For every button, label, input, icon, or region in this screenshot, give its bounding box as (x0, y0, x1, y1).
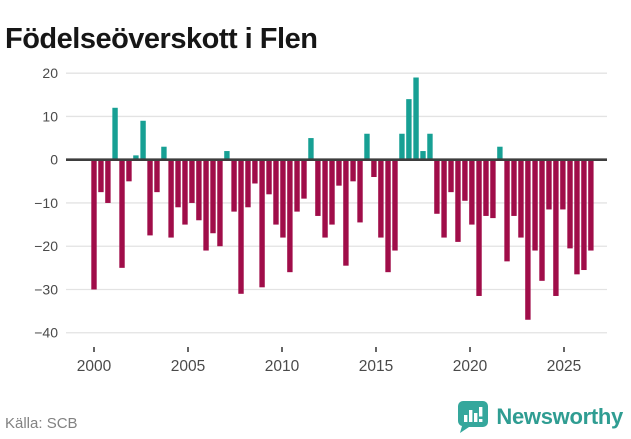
bar (350, 159, 356, 182)
bar (560, 159, 566, 210)
source-label: Källa: SCB (5, 415, 78, 432)
page-title: Födelseöverskott i Flen (5, 23, 318, 56)
x-axis-tick-label: 2005 (171, 358, 205, 375)
bar (210, 159, 216, 234)
bar (231, 159, 237, 212)
bar (203, 159, 209, 251)
bar (147, 159, 153, 236)
bar (217, 159, 223, 247)
brand-name: Newsworthy (496, 404, 623, 429)
newsworthy-bubble-icon (458, 401, 489, 433)
bar (371, 159, 377, 178)
bar (392, 159, 398, 251)
bar (413, 77, 419, 160)
x-axis-tick-label: 2020 (453, 358, 488, 375)
bar (259, 159, 265, 288)
bar (448, 159, 454, 193)
bar (168, 159, 174, 238)
bar (504, 159, 510, 262)
bar (140, 120, 146, 160)
bar (280, 159, 286, 238)
bar (273, 159, 279, 225)
x-axis-tick-label: 2010 (265, 358, 300, 375)
bar (518, 159, 524, 238)
bar (532, 159, 538, 251)
bar (119, 159, 125, 268)
bar (420, 151, 426, 160)
bar (497, 146, 503, 160)
bar (126, 159, 132, 182)
bar (469, 159, 475, 225)
bar (133, 155, 139, 160)
y-axis-tick-label: 20 (42, 65, 58, 81)
bar (483, 159, 489, 216)
bar (434, 159, 440, 214)
bar (455, 159, 461, 242)
bar (336, 159, 342, 186)
bar (105, 159, 111, 203)
bar (315, 159, 321, 216)
bar (378, 159, 384, 238)
x-axis-tick-label: 2015 (359, 358, 393, 375)
brand-logo: Newsworthy (456, 400, 623, 434)
bar (238, 159, 244, 294)
y-axis-tick-label: 10 (42, 108, 58, 124)
bar (511, 159, 517, 216)
bar (427, 133, 433, 160)
bar (287, 159, 293, 273)
bar (567, 159, 573, 249)
bar (357, 159, 363, 223)
bar (343, 159, 349, 266)
bar (581, 159, 587, 271)
bar (161, 146, 167, 160)
bar (525, 159, 531, 320)
bar (385, 159, 391, 273)
y-axis-tick-label: −30 (34, 281, 58, 297)
bar (406, 99, 412, 160)
bar (441, 159, 447, 238)
bar (266, 159, 272, 195)
x-axis-tick-label: 2025 (547, 358, 581, 375)
bar (294, 159, 300, 212)
bar (175, 159, 181, 208)
y-axis-tick-label: 0 (50, 152, 58, 168)
bar (308, 138, 314, 160)
bar (490, 159, 496, 219)
bar (91, 159, 97, 290)
y-axis-tick-label: −10 (34, 195, 58, 211)
bar (245, 159, 251, 208)
bar (196, 159, 202, 221)
bar (98, 159, 104, 193)
bar (329, 159, 335, 225)
bar (189, 159, 195, 203)
y-axis-tick-label: −20 (34, 238, 58, 254)
bar (364, 133, 370, 160)
bar (462, 159, 468, 201)
x-axis-tick-label: 2000 (77, 358, 112, 375)
bar (224, 151, 230, 160)
bar (112, 107, 118, 160)
bar (476, 159, 482, 296)
y-axis-tick-label: −40 (34, 325, 58, 341)
bar (182, 159, 188, 225)
bar (546, 159, 552, 210)
bar (399, 133, 405, 160)
bar (539, 159, 545, 281)
bar (574, 159, 580, 275)
bar (322, 159, 328, 238)
bar (553, 159, 559, 296)
bar (301, 159, 307, 199)
bar (588, 159, 594, 251)
bar (252, 159, 258, 184)
bar (154, 159, 160, 193)
